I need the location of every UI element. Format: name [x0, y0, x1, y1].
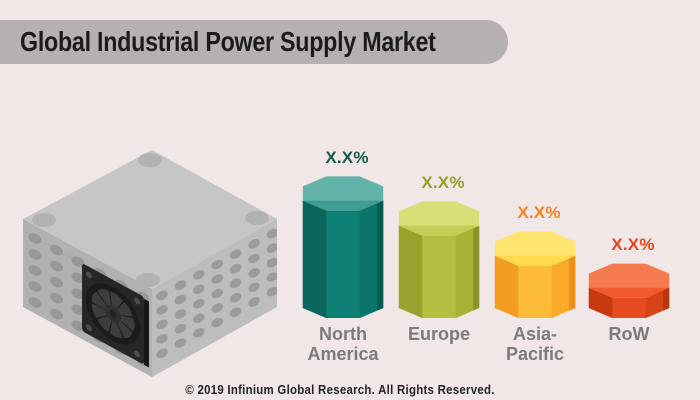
power-supply-illustration: [22, 150, 277, 377]
category-label-asia-pacific: Asia- Pacific: [505, 324, 565, 364]
value-label-row: X.X%: [611, 235, 655, 255]
value-label-europe: X.X%: [421, 173, 465, 193]
value-label-north-america: X.X%: [325, 148, 369, 167]
cooling-fan-icon: [82, 264, 149, 368]
psu-top-face: [23, 150, 277, 289]
cylinder-north-america: [302, 176, 384, 318]
cylinder-europe: [398, 201, 480, 318]
page-title: Global Industrial Power Supply Market: [20, 26, 436, 57]
category-label-europe: Europe: [407, 324, 470, 344]
ventilation-holes-right: [156, 228, 277, 359]
category-label-north-america: North America: [307, 324, 379, 364]
screw-marks-icon: [32, 153, 269, 287]
cylinder-row: [588, 263, 670, 318]
value-label-asia-pacific: X.X%: [517, 203, 561, 223]
category-label-row: RoW: [608, 324, 650, 344]
copyright-text: © 2019 Infinium Global Research. All Rig…: [185, 382, 495, 397]
title-banner: Global Industrial Power Supply Market: [0, 20, 508, 64]
cylinder-asia-pacific: [494, 231, 576, 318]
